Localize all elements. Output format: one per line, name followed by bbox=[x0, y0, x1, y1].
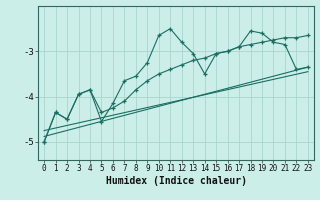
X-axis label: Humidex (Indice chaleur): Humidex (Indice chaleur) bbox=[106, 176, 246, 186]
